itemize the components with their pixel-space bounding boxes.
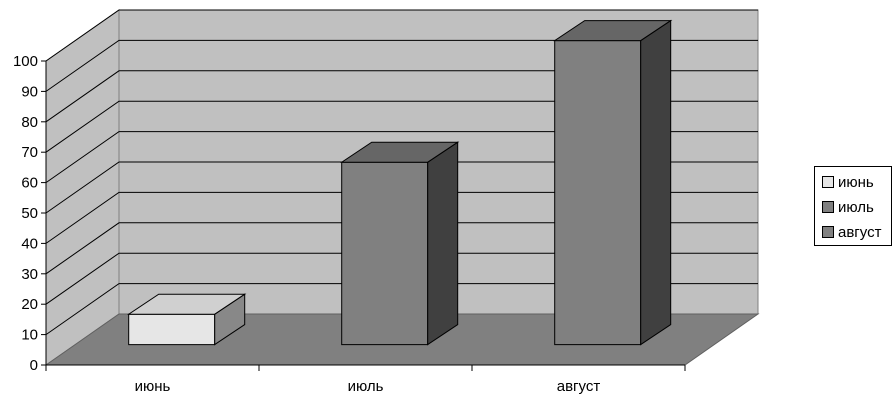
x-tick-label: август	[557, 378, 601, 395]
bar-top	[553, 20, 673, 42]
gridline	[45, 283, 758, 336]
legend-label-1: июль	[838, 198, 874, 216]
bar-2	[553, 19, 673, 346]
axis-labels: 0 10 20 30 40 50 60 70 80 90 100 июнь июль август	[13, 53, 600, 395]
gridline	[45, 191, 758, 244]
legend-item-2: август	[822, 222, 881, 242]
gridline	[45, 100, 758, 153]
legend-label-0: июнь	[838, 173, 874, 191]
legend: июнь июль август	[814, 166, 892, 246]
y-tick-label: 60	[21, 175, 38, 192]
y-tick-label: 10	[21, 327, 38, 344]
legend-item-1: июль	[822, 197, 874, 217]
bar-top	[127, 293, 247, 315]
x-tick-label: июнь	[135, 378, 171, 395]
y-tick-label: 20	[21, 296, 38, 313]
gridline	[45, 9, 758, 62]
gridlines	[45, 9, 758, 336]
bar-front	[554, 40, 642, 346]
bar-front	[341, 161, 429, 346]
y-tick-label: 40	[21, 235, 38, 252]
x-tick-label: июль	[348, 378, 384, 395]
y-tick-label: 80	[21, 114, 38, 131]
bar-top	[340, 141, 460, 163]
gridline	[45, 70, 758, 123]
bar-1	[340, 141, 460, 346]
legend-swatch-0	[822, 176, 834, 188]
legend-swatch-2	[822, 226, 834, 238]
bar-front	[128, 313, 216, 346]
bar-side	[427, 141, 459, 346]
gridline	[45, 131, 758, 184]
gridline	[45, 161, 758, 214]
y-tick-label: 30	[21, 266, 38, 283]
y-tick-label: 100	[13, 53, 38, 70]
y-tick-label: 0	[30, 357, 38, 374]
bar-0	[127, 293, 247, 346]
legend-item-0: июнь	[822, 172, 874, 192]
axes	[41, 60, 686, 371]
bars	[127, 19, 673, 346]
legend-label-2: август	[838, 223, 882, 241]
bar-side	[640, 19, 672, 346]
y-tick-label: 70	[21, 144, 38, 161]
gridline	[45, 222, 758, 275]
gridline	[45, 39, 758, 92]
y-tick-label: 90	[21, 83, 38, 100]
legend-swatch-1	[822, 201, 834, 213]
gridline	[45, 252, 758, 305]
y-tick-label: 50	[21, 205, 38, 222]
